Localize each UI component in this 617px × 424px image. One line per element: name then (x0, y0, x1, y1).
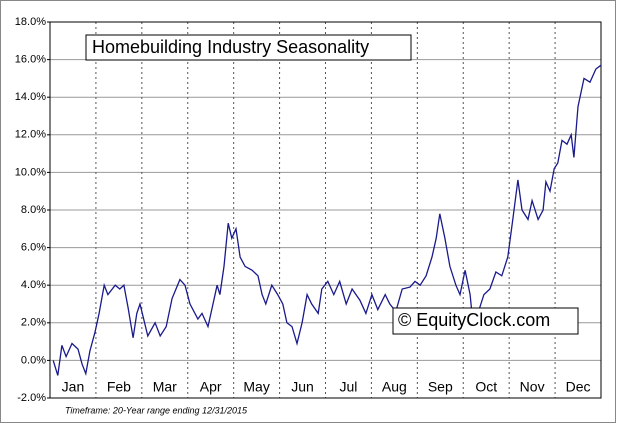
x-tick-label: Dec (566, 379, 591, 395)
chart-title: Homebuilding Industry Seasonality (92, 37, 369, 57)
y-tick-label: -2.0% (17, 392, 46, 404)
lines (52, 64, 602, 376)
title-box (85, 34, 412, 61)
plot-area (49, 21, 602, 399)
y-tick-label: 14.0% (15, 91, 46, 103)
y-tick-label: 0.0% (21, 354, 46, 366)
footnote: Timeframe: 20-Year range ending 12/31/20… (65, 405, 248, 415)
y-tick-label: 8.0% (21, 204, 46, 216)
x-tick-label: Apr (200, 379, 222, 395)
x-tick-label: May (243, 379, 269, 395)
watermark-box (392, 307, 579, 335)
y-tick-label: 2.0% (21, 317, 46, 329)
x-tick-label: Sep (428, 379, 453, 395)
y-tick-label: 6.0% (21, 242, 46, 254)
x-tick-label: Aug (382, 379, 407, 395)
y-tick-label: 12.0% (15, 129, 46, 141)
x-tick-label: Jul (340, 379, 358, 395)
x-tick-label: Feb (107, 379, 131, 395)
y-tick-label: 16.0% (15, 54, 46, 66)
y-tick-label: 18.0% (15, 16, 46, 28)
x-tick-label: Nov (520, 379, 545, 395)
watermark: © EquityClock.com (398, 310, 550, 330)
series-line (52, 64, 602, 376)
x-tick-label: Jan (62, 379, 85, 395)
x-tick-label: Jun (291, 379, 314, 395)
y-tick-label: 4.0% (21, 279, 46, 291)
x-tick-label: Oct (475, 379, 497, 395)
y-tick-label: 10.0% (15, 166, 46, 178)
x-tick-label: Mar (153, 379, 177, 395)
